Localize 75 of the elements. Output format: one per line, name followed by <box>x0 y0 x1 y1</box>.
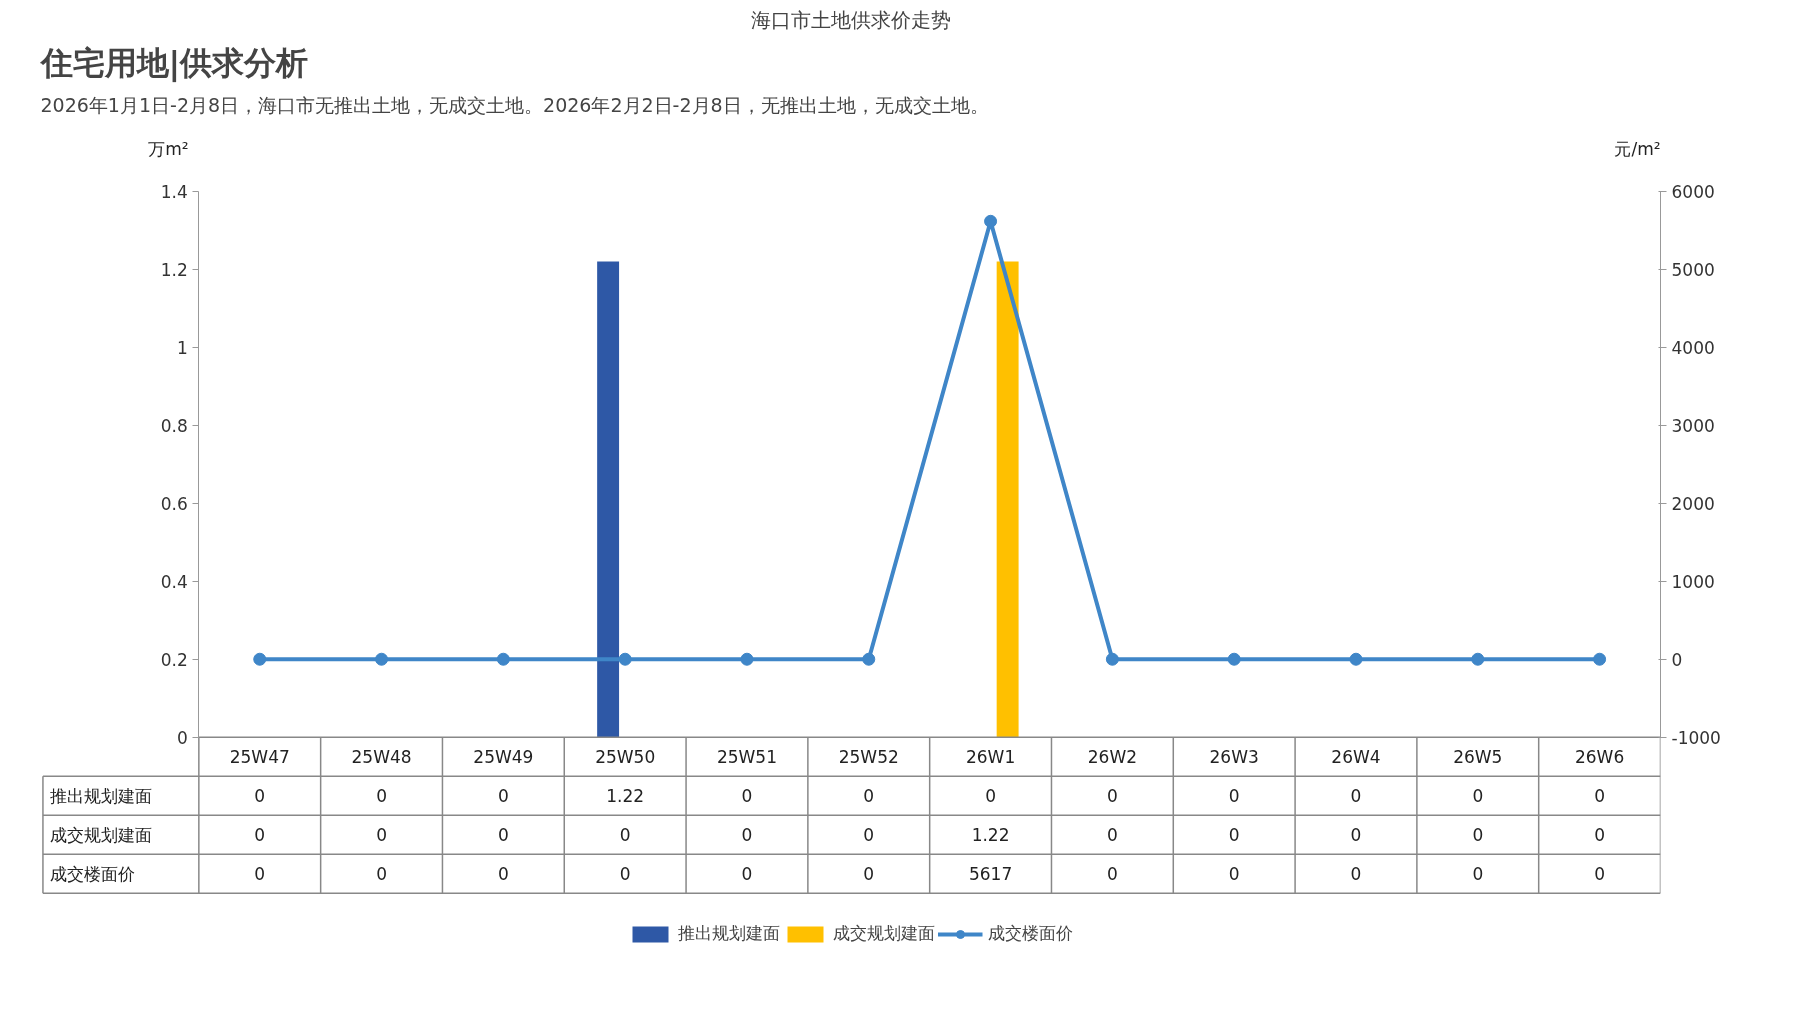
y2-tick-label: 4000 <box>1671 337 1715 358</box>
y2-tick-label: 0 <box>1671 649 1683 670</box>
data-label: 0 <box>376 864 387 885</box>
data-label: 0 <box>1106 786 1118 807</box>
x-tick-label: 26W2 <box>1087 746 1138 767</box>
data-label: 0 <box>1228 786 1240 807</box>
data-label: 1.22 <box>971 825 1010 846</box>
data-label: 0 <box>1594 825 1606 846</box>
data-label: 0 <box>1228 864 1240 885</box>
x-tick-label: 25W52 <box>838 746 899 767</box>
y2-tick-label: -1000 <box>1671 727 1721 748</box>
text: 成交楼面价 <box>50 863 136 884</box>
chart-title: 海口市土地供求价走势 <box>750 7 951 32</box>
text: 住宅用地|供求分析 <box>38 43 309 83</box>
y2-tick-label: 6000 <box>1671 181 1715 202</box>
legend-label: 推出规划建面 <box>677 922 780 945</box>
data-label: 0 <box>1350 825 1362 846</box>
y2-tick-label: 2000 <box>1671 493 1715 514</box>
data-label: 0 <box>1228 825 1240 846</box>
data-label: 0 <box>497 864 509 885</box>
x-tick-label: 25W48 <box>351 746 412 767</box>
data-label: 0 <box>497 825 509 846</box>
data-label: 0 <box>985 786 996 807</box>
data-label: 5617 <box>968 864 1013 885</box>
data-label: 0 <box>741 864 753 885</box>
y-tick-label: 1 <box>177 337 188 358</box>
text: 成交规划建面 <box>50 824 153 845</box>
y-tick-label: 0.4 <box>160 571 188 592</box>
x-tick-label: 26W1 <box>965 746 1016 767</box>
y-tick-label: 1.4 <box>160 181 188 202</box>
data-label: 0 <box>1350 864 1362 885</box>
y-tick-label: 0.2 <box>160 649 188 670</box>
x-tick-label: 25W47 <box>229 746 290 767</box>
data-label: 0 <box>1350 786 1362 807</box>
text: 推出规划建面 <box>50 785 153 806</box>
data-label: 0 <box>254 864 266 885</box>
x-tick-label: 25W49 <box>473 746 534 767</box>
y-tick-label: 1.2 <box>160 259 188 280</box>
data-label: 0 <box>1106 825 1118 846</box>
y2-tick-label: 1000 <box>1671 571 1715 592</box>
data-label: 0 <box>863 864 875 885</box>
x-tick-label: 25W51 <box>716 746 778 767</box>
y-tick-label: 0.6 <box>160 493 188 514</box>
x-tick-label: 26W3 <box>1209 746 1259 767</box>
data-label: 0 <box>1472 825 1484 846</box>
data-label: 0 <box>741 825 753 846</box>
y-axis-title: 万m² <box>148 138 189 159</box>
x-tick-label: 25W50 <box>595 746 656 767</box>
data-label: 0 <box>376 786 387 807</box>
x-tick-label: 26W4 <box>1331 746 1381 767</box>
y2-tick-label: 3000 <box>1671 415 1715 436</box>
legend-label: 成交规划建面 <box>832 922 935 945</box>
x-tick-label: 26W5 <box>1453 746 1503 767</box>
data-label: 0 <box>1472 786 1484 807</box>
data-label: 0 <box>619 825 631 846</box>
data-label: 0 <box>254 786 266 807</box>
data-label: 0 <box>1594 786 1606 807</box>
data-label: 0 <box>497 786 509 807</box>
data-label: 1.22 <box>606 786 645 807</box>
data-label: 0 <box>1106 864 1118 885</box>
data-label: 0 <box>741 786 753 807</box>
data-label: 0 <box>863 786 875 807</box>
data-label: 0 <box>619 864 631 885</box>
text: 2026年1月1日-2月8日，海口市无推出土地，无成交土地。2026年2月2日-2月8日，无推出土地，无成交土地。 <box>40 93 989 116</box>
data-label: 0 <box>254 825 266 846</box>
y-tick-label: 0.8 <box>160 415 188 436</box>
y2-tick-label: 5000 <box>1671 259 1715 280</box>
y2-axis-title: 元/m² <box>1614 138 1661 159</box>
legend-label: 成交楼面价 <box>987 922 1073 945</box>
data-label: 0 <box>863 825 875 846</box>
x-tick-label: 26W6 <box>1574 746 1625 767</box>
y-tick-label: 0 <box>177 727 188 748</box>
data-label: 0 <box>1472 864 1484 885</box>
data-label: 0 <box>376 825 387 846</box>
data-label: 0 <box>1594 864 1606 885</box>
